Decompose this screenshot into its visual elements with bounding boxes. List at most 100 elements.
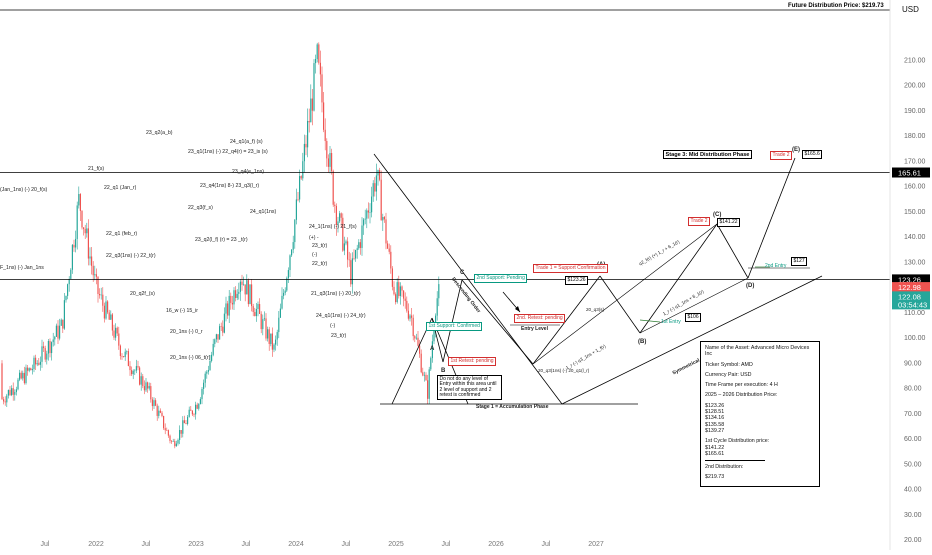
annotation-box: 2nd Support: Pending [474, 274, 528, 283]
candle-body [188, 409, 190, 417]
wave-letter: C [460, 270, 465, 276]
candle-body [225, 303, 227, 314]
candle-body [148, 386, 150, 389]
candle-body [303, 143, 305, 162]
candle-body [235, 290, 237, 298]
currency-label[interactable]: USD [902, 5, 919, 14]
candle-body [351, 258, 353, 285]
price-tick-label: 50.00 [904, 461, 922, 468]
candle-body [383, 217, 385, 220]
candle-body [438, 284, 440, 299]
candle-body [276, 332, 278, 340]
annotation-label: 22_q1 (feb_r) [106, 231, 138, 237]
candle-body [99, 293, 101, 296]
price-tick-label: 180.00 [904, 133, 926, 140]
price-tick-label: 110.00 [904, 310, 925, 317]
candle-body [279, 308, 281, 318]
entry-level-label: Entry Level [521, 326, 548, 332]
candle-body [55, 325, 57, 337]
candle-body [3, 399, 5, 402]
candle-body [121, 356, 123, 357]
annotation-label: 24_1(1ns) (-) 21_f(s) [309, 224, 357, 230]
candle-body [289, 255, 291, 271]
candle-body [171, 440, 173, 442]
candle-body [115, 327, 117, 338]
candle-body [107, 301, 109, 313]
info-ticker: Ticker Symbol: AMD [705, 361, 753, 368]
price-tick-label: 140.00 [904, 234, 926, 241]
time-tick-label: 2023 [188, 541, 204, 548]
candle-body [134, 370, 136, 372]
candle-body [182, 420, 184, 434]
candle-body [33, 357, 35, 370]
candle-body [4, 401, 6, 403]
candle-body [369, 212, 371, 213]
candle-body [379, 170, 381, 180]
candle-body [331, 153, 333, 172]
candle-body [425, 374, 427, 381]
candle-body [38, 363, 40, 365]
candle-body [92, 265, 94, 276]
candle-body [255, 308, 257, 317]
candle-body [374, 183, 376, 192]
candle-body [271, 333, 273, 350]
candle-body [278, 317, 280, 333]
annotation-label: (-) [312, 252, 318, 258]
candle-body [270, 333, 272, 344]
candle-body [11, 388, 13, 396]
price-tick-label: 150.00 [904, 209, 926, 216]
annotation-label: (-) [330, 323, 336, 329]
price-label-bg [892, 167, 930, 178]
candle-body [201, 388, 203, 400]
candle-body [97, 276, 99, 294]
annotation-box: Stage 3: Mid Distribution Phase [663, 150, 752, 160]
candle-body [247, 280, 249, 305]
info-dist-price: $139.27 [705, 427, 725, 434]
candle-body [135, 366, 137, 371]
candle-body [350, 260, 352, 285]
candle-body [150, 386, 152, 400]
time-tick-label: Jul [442, 541, 451, 548]
candle-body [287, 270, 289, 279]
candle-body [395, 294, 397, 303]
price-tick-label: 190.00 [904, 108, 926, 115]
candle-body [9, 389, 11, 396]
time-tick-label: Jul [542, 541, 551, 548]
candle-body [363, 219, 365, 226]
price-label-bg [892, 291, 930, 302]
candle-body [103, 305, 105, 319]
candle-body [35, 357, 37, 365]
candle-body [273, 344, 275, 350]
candle-body [428, 369, 430, 399]
candle-body [127, 351, 129, 367]
info-asset: Name of the Asset: Advanced Micro Device… [705, 345, 810, 358]
price-tick-label: 130.00 [904, 259, 926, 266]
candle-body [174, 441, 176, 447]
time-axis[interactable]: Jul 2022 Jul 2023 Jul 2024 Jul 2025 Jul 2026 Jul 20… [41, 541, 604, 548]
annotation-label: 16_w (-) 15_ir [166, 308, 199, 314]
candle-body [297, 199, 299, 201]
price-axis[interactable]: 20.00 30.00 40.00 50.00 60.00 70.00 80.00 90.00… [889, 0, 930, 550]
candle-body [137, 366, 139, 368]
candle-body [407, 310, 409, 319]
wave-letter: (B) [638, 339, 647, 345]
candle-body [353, 258, 355, 260]
candle-body [153, 400, 155, 407]
info-dist-price: $134.16 [705, 415, 725, 422]
candle-body [254, 312, 256, 317]
candle-body [110, 314, 112, 320]
annotation-label: 24_q1(a_f) (s) [230, 139, 263, 145]
candle-body [243, 284, 245, 286]
candle-body [324, 129, 326, 142]
candle-body [76, 205, 78, 239]
candle-body [422, 372, 424, 376]
candle-body [249, 284, 251, 305]
candle-body [251, 284, 253, 307]
candle-body [220, 326, 222, 327]
price-tick-label: 20.00 [904, 537, 922, 544]
price-tick-label: 170.00 [904, 158, 926, 165]
candle-body [116, 327, 118, 334]
candle-body [222, 326, 224, 333]
second-entry-label: 2nd Entry [765, 263, 787, 269]
